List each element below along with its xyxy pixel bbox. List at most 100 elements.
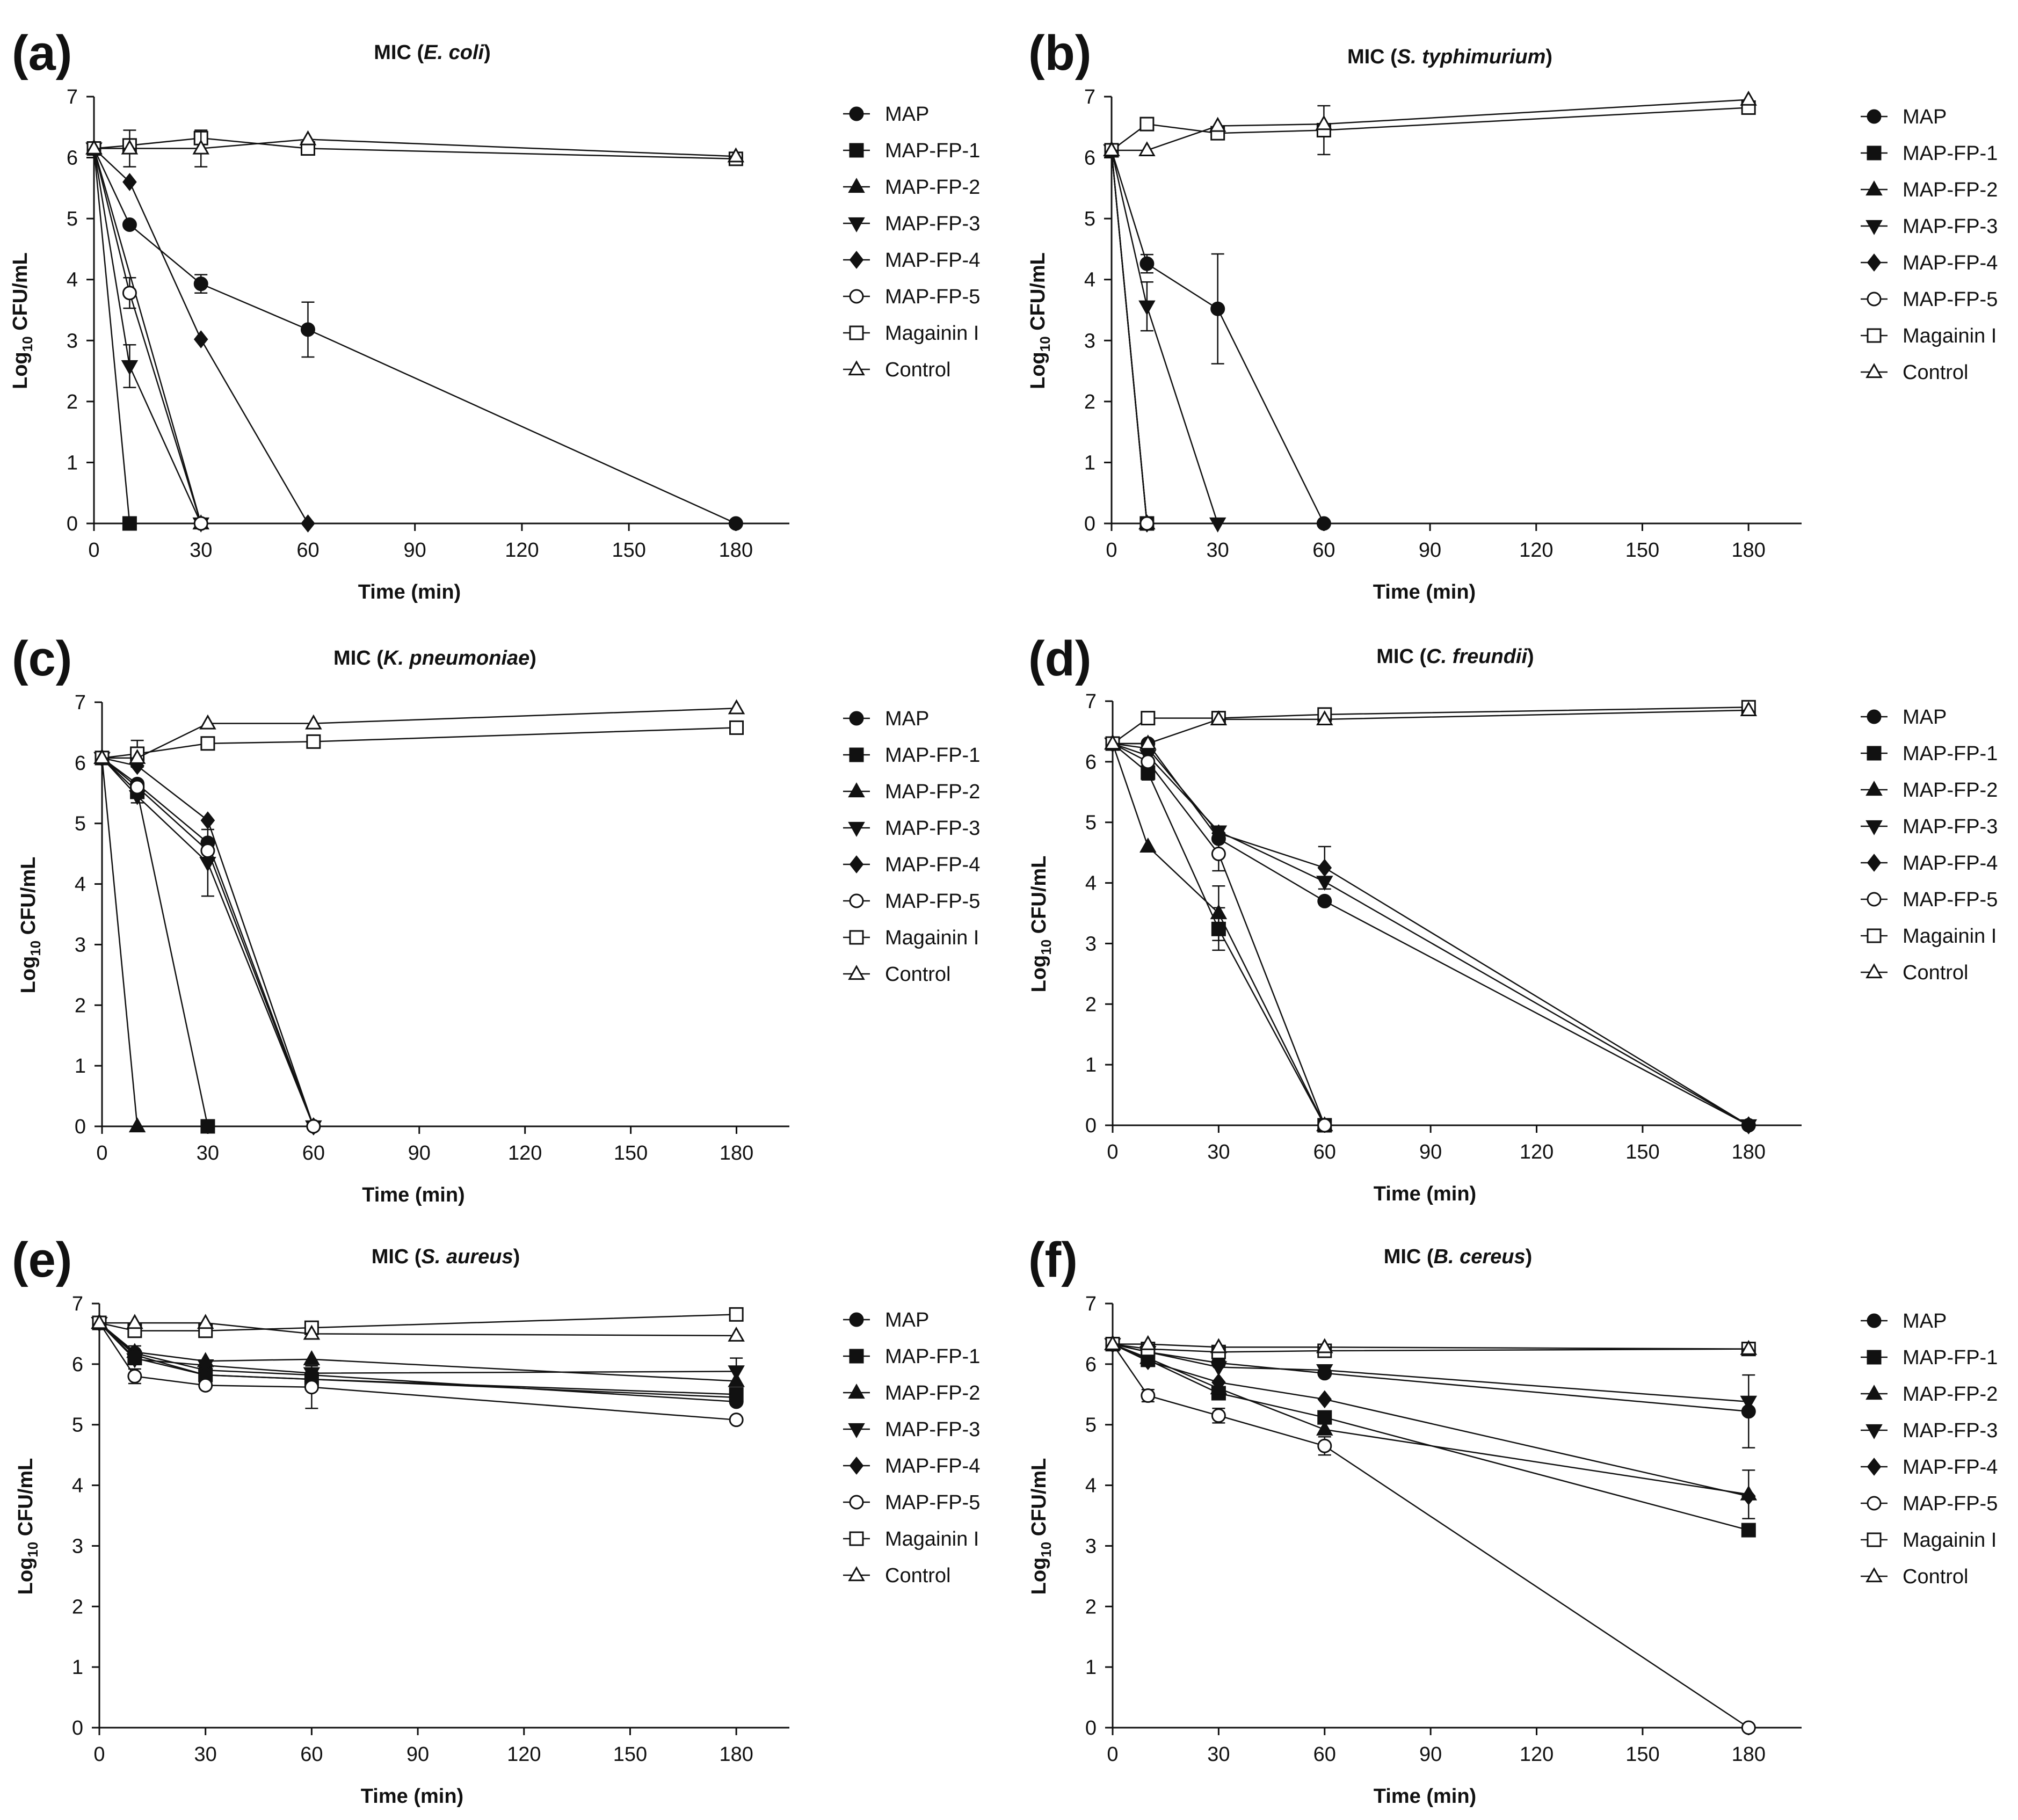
legend-marker-map-fp-5 bbox=[849, 1495, 864, 1510]
data-point-control bbox=[299, 130, 317, 145]
legend-marker-map-fp-3 bbox=[1865, 220, 1883, 235]
series-control bbox=[1103, 90, 1757, 157]
series-line-map-fp-2 bbox=[1112, 1343, 1749, 1495]
y-tick-label: 7 bbox=[72, 1293, 83, 1315]
x-tick-label: 180 bbox=[719, 1743, 753, 1766]
legend-marker-map-fp-3 bbox=[848, 821, 865, 837]
panel-title: MIC (S. aureus) bbox=[372, 1246, 520, 1268]
y-tick-label: 0 bbox=[1085, 1717, 1097, 1739]
y-tick-label: 0 bbox=[72, 1717, 83, 1739]
legend-item-map-fp-5: MAP-FP-5 bbox=[1861, 889, 1998, 911]
y-axis-label-main: Log bbox=[17, 956, 40, 994]
data-point-map bbox=[1316, 516, 1331, 531]
series-line-map-fp-3 bbox=[101, 757, 315, 1127]
y-tick-label: 3 bbox=[72, 1535, 83, 1557]
data-point-control bbox=[1138, 141, 1156, 157]
series-line-map-fp-5 bbox=[1110, 150, 1148, 524]
legend-label: MAP-FP-3 bbox=[885, 1418, 980, 1441]
title-suffix: ) bbox=[1526, 1246, 1533, 1268]
legend-label: MAP-FP-5 bbox=[885, 890, 980, 913]
x-tick-label: 0 bbox=[1107, 1141, 1118, 1163]
x-axis-label: Time (min) bbox=[362, 1184, 464, 1206]
y-tick-label: 2 bbox=[1085, 993, 1097, 1016]
x-tick-label: 30 bbox=[194, 1743, 217, 1766]
data-point-control bbox=[199, 714, 216, 730]
series-magainin-i bbox=[1104, 100, 1756, 158]
x-tick-label: 30 bbox=[1207, 1141, 1230, 1163]
series-line-control bbox=[1113, 709, 1749, 745]
legend-marker-map-fp-1 bbox=[1867, 1350, 1882, 1365]
series-line-map-fp-4 bbox=[93, 148, 309, 524]
legend-marker-map-fp-5 bbox=[1867, 892, 1882, 907]
series-map-fp-5 bbox=[1105, 1337, 1756, 1735]
title-species: S. typhimurium bbox=[1397, 46, 1546, 68]
legend-item-map-fp-4: MAP-FP-4 bbox=[843, 854, 980, 876]
series-line-map-fp-3 bbox=[1110, 150, 1218, 524]
series-line-map-fp-4 bbox=[1112, 1343, 1749, 1497]
panel-letter: (a) bbox=[12, 26, 72, 81]
x-tick-label: 150 bbox=[613, 1743, 647, 1766]
y-tick-label: 4 bbox=[1085, 1475, 1097, 1497]
legend-item-magainin-i: Magainin I bbox=[843, 322, 979, 345]
legend-item-map-fp-2: MAP-FP-2 bbox=[1861, 1383, 1998, 1406]
legend-marker-map bbox=[1867, 709, 1882, 724]
data-point-control bbox=[1104, 734, 1121, 750]
legend-label: MAP bbox=[885, 103, 929, 126]
legend-label: MAP-FP-1 bbox=[885, 140, 980, 162]
title-species: S. aureus bbox=[422, 1246, 513, 1268]
legend-marker-map bbox=[849, 1312, 864, 1327]
title-suffix: ) bbox=[529, 647, 536, 669]
data-point-map-fp-3 bbox=[1740, 1395, 1758, 1411]
legend-label: MAP-FP-5 bbox=[1903, 288, 1998, 311]
series-control bbox=[1104, 701, 1758, 750]
legend-item-map-fp-4: MAP-FP-4 bbox=[843, 1455, 980, 1477]
x-tick-label: 0 bbox=[93, 1743, 105, 1766]
y-tick-label: 5 bbox=[1085, 812, 1097, 834]
y-tick-label: 3 bbox=[75, 934, 86, 956]
series-map-fp-5 bbox=[95, 751, 321, 1134]
legend-item-control: Control bbox=[1861, 962, 1969, 984]
legend-marker-map-fp-5 bbox=[1867, 292, 1882, 307]
x-tick-label: 0 bbox=[88, 539, 99, 562]
data-point-map-fp-5 bbox=[1141, 754, 1156, 769]
legend-item-map-fp-3: MAP-FP-3 bbox=[1861, 1419, 1998, 1442]
series-line-map bbox=[93, 148, 736, 525]
data-point-magainin-i bbox=[1141, 711, 1156, 726]
legend-label: MAP-FP-4 bbox=[885, 1455, 980, 1477]
series-line-map-fp-1 bbox=[93, 148, 130, 524]
legend-label: MAP-FP-1 bbox=[1903, 142, 1998, 165]
legend-label: Control bbox=[885, 359, 951, 381]
data-point-map-fp-4 bbox=[1141, 1352, 1156, 1371]
y-tick-label: 0 bbox=[75, 1116, 86, 1138]
legend-marker-control bbox=[1865, 963, 1883, 979]
legend-item-map-fp-4: MAP-FP-4 bbox=[1861, 852, 1998, 875]
data-point-map bbox=[122, 217, 137, 232]
data-point-control bbox=[93, 748, 111, 764]
data-point-control bbox=[1210, 1338, 1228, 1353]
y-tick-label: 6 bbox=[67, 147, 78, 170]
legend-item-control: Control bbox=[843, 963, 951, 986]
data-point-map-fp-4 bbox=[1741, 1116, 1756, 1134]
data-point-control bbox=[192, 139, 209, 155]
series-line-map-fp-5 bbox=[1112, 1343, 1749, 1729]
y-axis-label: Log10 CFU/mL bbox=[1027, 252, 1053, 389]
legend: MAP MAP-FP-1 MAP-FP-2 MAP-FP-3 MAP-FP-4 MAP-F… bbox=[1861, 1310, 1998, 1588]
y-tick-label: 1 bbox=[1084, 452, 1095, 474]
legend-item-map-fp-2: MAP-FP-2 bbox=[843, 781, 980, 803]
data-point-map-fp-4 bbox=[1317, 1390, 1332, 1409]
series-map-fp-4 bbox=[1105, 1335, 1756, 1505]
legend-marker-map-fp-4 bbox=[849, 855, 864, 873]
x-tick-label: 0 bbox=[96, 1142, 107, 1164]
data-point-control bbox=[1210, 710, 1228, 725]
legend-label: MAP-FP-2 bbox=[885, 1382, 980, 1404]
data-point-map-fp-5 bbox=[304, 1380, 319, 1395]
legend-item-map-fp-3: MAP-FP-3 bbox=[843, 1418, 980, 1441]
y-tick-label: 6 bbox=[1085, 751, 1097, 774]
data-point-map-fp-3 bbox=[1210, 1361, 1228, 1377]
legend-marker-map-fp-5 bbox=[1867, 1496, 1882, 1511]
y-tick-label: 2 bbox=[1084, 391, 1095, 413]
x-tick-label: 90 bbox=[1419, 539, 1441, 562]
series-control bbox=[91, 1314, 745, 1342]
x-tick-label: 120 bbox=[505, 539, 539, 562]
data-point-map-fp-5 bbox=[1139, 516, 1155, 531]
